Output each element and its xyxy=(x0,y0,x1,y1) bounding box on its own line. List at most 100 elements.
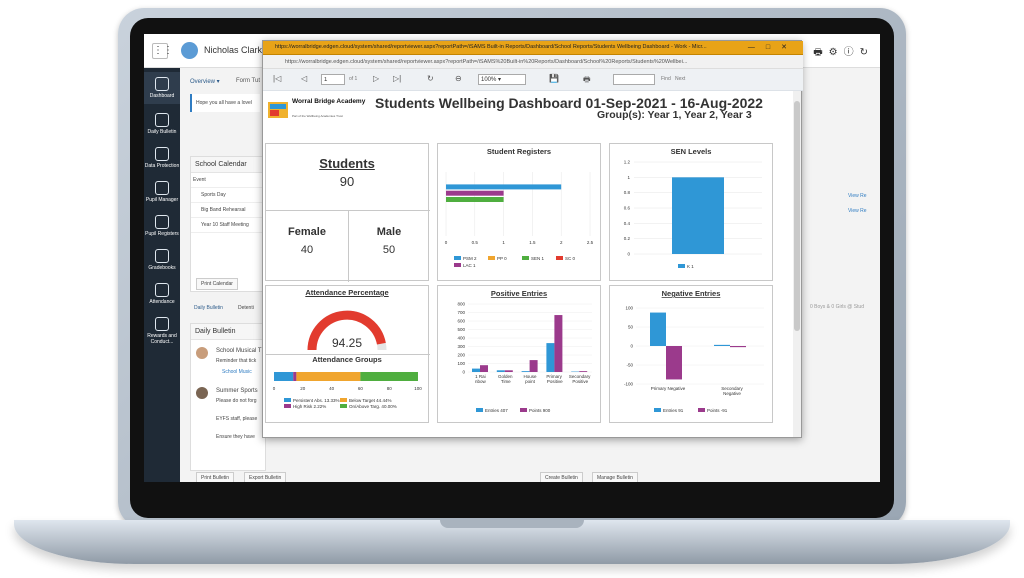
legend-swatch xyxy=(556,256,563,260)
category-label-line: Secondary xyxy=(569,374,591,379)
legend-label: Persistent Abs. 13.33% xyxy=(293,398,340,403)
print-bulletin-button[interactable]: Print Bulletin xyxy=(196,472,235,482)
calendar-row[interactable]: Big Band Rehearsal xyxy=(191,203,265,218)
next-page-icon[interactable]: ▷ xyxy=(373,74,380,83)
attendance-groups-chart: Attendance Groups 0 20 40 60 80 100 Persistent … xyxy=(273,355,423,409)
sidebar-item-data-protection[interactable]: Data Protection xyxy=(144,142,180,174)
scroll-thumb[interactable] xyxy=(794,101,800,331)
positive-entries-chart: Positive Entries 0 100 200 300 400 500 600 700 80… xyxy=(457,289,592,413)
print-icon[interactable]: 🖶 xyxy=(583,75,591,84)
school-logo-icon xyxy=(268,102,288,118)
legend-label: On/Above Targ. 40.00% xyxy=(349,404,397,409)
report-viewer-window: https://worralbridge.edgen.cloud/system/… xyxy=(262,40,803,438)
tick-label: 2.5 xyxy=(587,240,594,245)
tick-label: 2 xyxy=(560,240,563,245)
calendar-header: Event xyxy=(191,173,265,188)
bar xyxy=(554,315,563,372)
category-label-line: Time xyxy=(500,379,511,384)
report-scrollbar[interactable] xyxy=(793,91,801,437)
legend-swatch xyxy=(284,398,291,402)
daily-bulletin-title: Daily Bulletin xyxy=(191,324,265,340)
prev-page-icon[interactable]: ◁ xyxy=(301,74,308,83)
bulletin-item-text: Please do not forg xyxy=(216,398,257,404)
close-icon[interactable]: ✕ xyxy=(781,44,798,51)
last-page-icon[interactable]: ▷| xyxy=(393,74,402,83)
zoom-select[interactable]: 100% ▾ xyxy=(478,74,526,85)
create-bulletin-button[interactable]: Create Bulletin xyxy=(540,472,583,482)
rewards-icon xyxy=(155,317,169,331)
view-report-link[interactable]: View Re xyxy=(848,193,867,199)
next-link[interactable]: Next xyxy=(675,76,686,82)
view-report-link[interactable]: View Re xyxy=(848,208,867,214)
bulletin-item-title[interactable]: School Musical T xyxy=(216,348,262,354)
category-label-line: point xyxy=(525,379,536,384)
legend-swatch xyxy=(454,263,461,267)
bar xyxy=(446,197,504,202)
minimize-icon[interactable]: — xyxy=(747,44,766,51)
sidebar-item-pupil-registers[interactable]: Pupil Registers xyxy=(144,210,180,242)
page-number-input[interactable] xyxy=(321,74,345,85)
bar xyxy=(714,344,730,346)
tab-form-tutor[interactable]: Form Tut xyxy=(236,78,261,84)
category-label-line: Negative xyxy=(723,391,741,396)
male-label: Male xyxy=(376,226,402,238)
bar xyxy=(480,365,488,372)
attendance-icon xyxy=(155,283,169,297)
sidebar-item-rewards[interactable]: Rewards and Conduct... xyxy=(144,312,180,352)
laptop-notch xyxy=(440,520,584,528)
back-icon[interactable]: ⊖ xyxy=(455,74,462,83)
user-avatar[interactable] xyxy=(181,42,198,59)
boys-girls-count: 0 Boys & 0 Girls @ Stud xyxy=(810,304,864,310)
legend-swatch xyxy=(340,398,347,402)
refresh-icon[interactable]: ↻ xyxy=(427,74,434,83)
sidebar-item-daily-bulletin[interactable]: Daily Bulletin xyxy=(144,108,180,140)
sidebar-item-attendance[interactable]: Attendance xyxy=(144,278,180,310)
legend-swatch xyxy=(654,408,661,412)
tick-label: 1.2 xyxy=(624,160,631,165)
address-url[interactable]: https://worralbridge.edgen.cloud/system/… xyxy=(285,59,688,65)
window-title: https://worralbridge.edgen.cloud/system/… xyxy=(275,44,707,50)
sidebar-item-dashboard[interactable]: Dashboard xyxy=(144,72,180,104)
first-page-icon[interactable]: |◁ xyxy=(273,74,282,83)
calendar-row[interactable]: Sports Day xyxy=(191,188,265,203)
school-name: Worral Bridge Academy xyxy=(292,98,366,105)
category-label: House point xyxy=(523,374,537,384)
legend-swatch xyxy=(454,256,461,260)
find-input[interactable] xyxy=(613,74,655,85)
app-grid-icon[interactable]: ⋮⋮ xyxy=(152,43,173,59)
print-calendar-button[interactable]: Print Calendar xyxy=(196,278,238,290)
bulletin-item-title[interactable]: Summer Sports xyxy=(216,388,258,394)
manage-bulletin-button[interactable]: Manage Bulletin xyxy=(592,472,638,482)
user-name[interactable]: Nicholas Clark xyxy=(204,45,263,55)
page-count: of 1 xyxy=(349,76,358,82)
attendance-title: Attendance Percentage xyxy=(305,288,389,297)
tab-daily-bulletin[interactable]: Daily Bulletin xyxy=(194,305,223,311)
category-label-line: 1 Rai xyxy=(475,374,486,379)
tab-overview[interactable]: Overview ▾ xyxy=(190,79,220,85)
tick-label: 0.5 xyxy=(472,240,479,245)
topbar-icons[interactable]: 🖶⚙ⓘ↻ xyxy=(813,47,874,58)
category-label: Secondary Negative xyxy=(721,386,743,396)
bulletin-item-link[interactable]: School Music xyxy=(222,369,252,375)
export-bulletin-button[interactable]: Export Bulletin xyxy=(244,472,287,482)
bulletin-item-text: EYFS staff, please xyxy=(216,416,258,422)
bar xyxy=(472,368,480,372)
legend-swatch xyxy=(520,408,527,412)
tab-detentions[interactable]: Detenti xyxy=(238,305,254,311)
tick-label: 0.6 xyxy=(624,206,631,211)
bar xyxy=(650,312,666,346)
calendar-row[interactable]: Year 10 Staff Meeting xyxy=(191,218,265,233)
female-value: 40 xyxy=(300,244,314,256)
tick-label: 20 xyxy=(300,386,306,391)
maximize-icon[interactable]: □ xyxy=(765,44,782,51)
find-link[interactable]: Find xyxy=(661,76,671,82)
sidebar-item-pupil-manager[interactable]: Pupil Manager xyxy=(144,176,180,208)
legend-swatch xyxy=(522,256,529,260)
export-icon[interactable]: 💾 xyxy=(549,74,559,83)
tick-label: -100 xyxy=(624,382,634,387)
gradebook-icon xyxy=(155,249,169,263)
address-bar[interactable]: https://worralbridge.edgen.cloud/system/… xyxy=(263,55,803,69)
legend-label: Entries 407 xyxy=(485,408,508,413)
legend-label: LAC 1 xyxy=(463,263,476,268)
sidebar-item-gradebooks[interactable]: Gradebooks xyxy=(144,244,180,276)
